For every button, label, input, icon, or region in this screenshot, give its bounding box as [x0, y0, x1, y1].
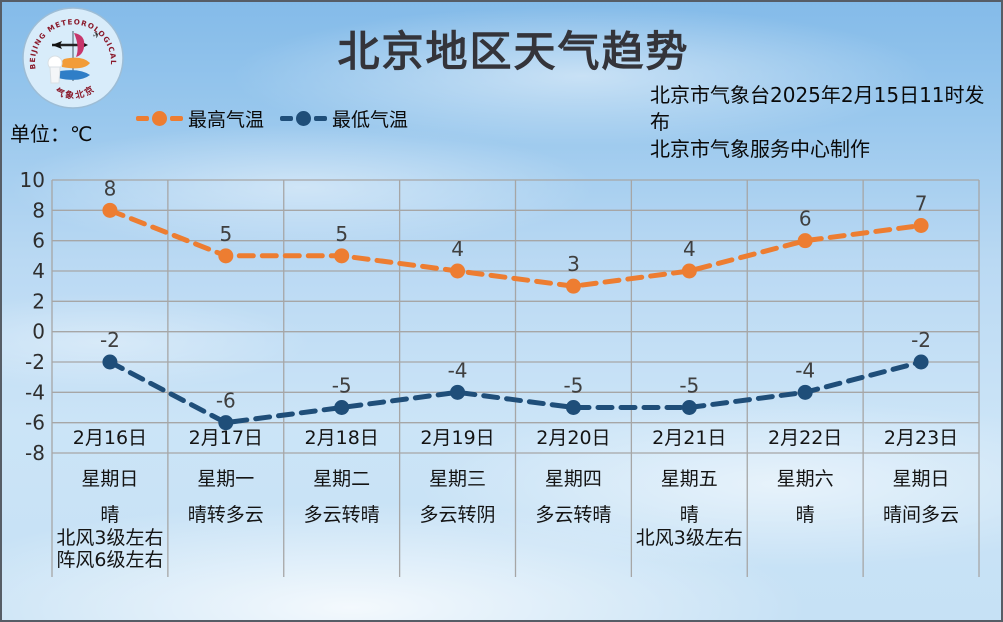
y-axis-tick-label: 2: [32, 289, 45, 313]
data-point-marker: [102, 202, 118, 218]
series-line: [107, 359, 924, 426]
data-point-marker: [913, 218, 929, 233]
y-axis-tick-label: 8: [32, 198, 45, 222]
data-point-marker: [450, 263, 466, 279]
data-point-label: -5: [332, 374, 352, 398]
data-point-marker: [450, 384, 466, 400]
data-point-label: -6: [216, 389, 236, 413]
data-point-label: 4: [683, 237, 696, 261]
legend-label-high: 最高气温: [188, 109, 265, 131]
data-point-label: 3: [567, 252, 580, 276]
data-point-label: 6: [799, 207, 812, 231]
y-axis-tick-label: 0: [32, 320, 45, 344]
data-point-label: 5: [219, 222, 232, 246]
data-point-label: -5: [563, 374, 583, 398]
beijing-meteorological-service-logo-icon: BEIJING METEOROLOGICAL SERVICE 气象北京 ✈: [22, 7, 124, 109]
data-point-marker: [565, 278, 581, 294]
data-point-marker: [334, 400, 350, 415]
legend-label-low: 最低气温: [332, 109, 409, 131]
data-point-marker: [797, 233, 813, 249]
issued-line-1: 北京市气象台2025年2月15日11时发布: [650, 83, 985, 134]
chart-legend: 最高气温 最低气温: [136, 105, 408, 132]
data-point-marker: [681, 400, 697, 415]
y-axis-tick-label: -2: [25, 350, 45, 374]
y-axis-tick-label: -8: [25, 441, 45, 465]
series-line: [107, 207, 924, 289]
data-point-marker: [797, 384, 813, 400]
y-axis-tick-label: -6: [25, 411, 45, 435]
svg-text:✈: ✈: [92, 30, 103, 42]
data-point-label: -5: [679, 374, 699, 398]
data-point-label: -2: [100, 328, 120, 352]
data-point-label: 7: [915, 192, 928, 216]
high-temp-line-icon: [136, 111, 183, 126]
y-axis-tick-label: 6: [32, 229, 45, 253]
data-point-marker: [334, 248, 350, 264]
data-point-marker: [102, 354, 118, 370]
page-title: 北京地区天气趋势: [337, 27, 690, 76]
data-point-label: -4: [448, 358, 468, 382]
data-point-marker: [218, 248, 234, 264]
data-point-marker: [565, 400, 581, 415]
low-temp-line-icon: [280, 111, 328, 126]
data-point-marker: [913, 354, 929, 370]
data-point-marker: [681, 263, 697, 279]
data-point-label: 8: [104, 176, 117, 200]
data-point-label: 5: [335, 222, 348, 246]
data-point-label: 4: [451, 237, 464, 261]
data-point-label: -4: [795, 358, 815, 382]
y-axis-tick-label: 10: [20, 168, 45, 192]
issued-line-2: 北京市气象服务中心制作: [650, 137, 870, 161]
unit-label: 单位：℃: [10, 122, 93, 146]
y-axis-tick-label: 4: [32, 259, 45, 283]
issued-info: 北京市气象台2025年2月15日11时发布 北京市气象服务中心制作: [650, 82, 1001, 163]
legend-item-low: 最低气温: [280, 105, 408, 132]
y-axis-tick-label: -4: [25, 380, 45, 404]
data-point-label: -2: [911, 328, 931, 352]
legend-item-high: 最高气温: [136, 105, 264, 132]
data-point-marker: [218, 415, 234, 431]
